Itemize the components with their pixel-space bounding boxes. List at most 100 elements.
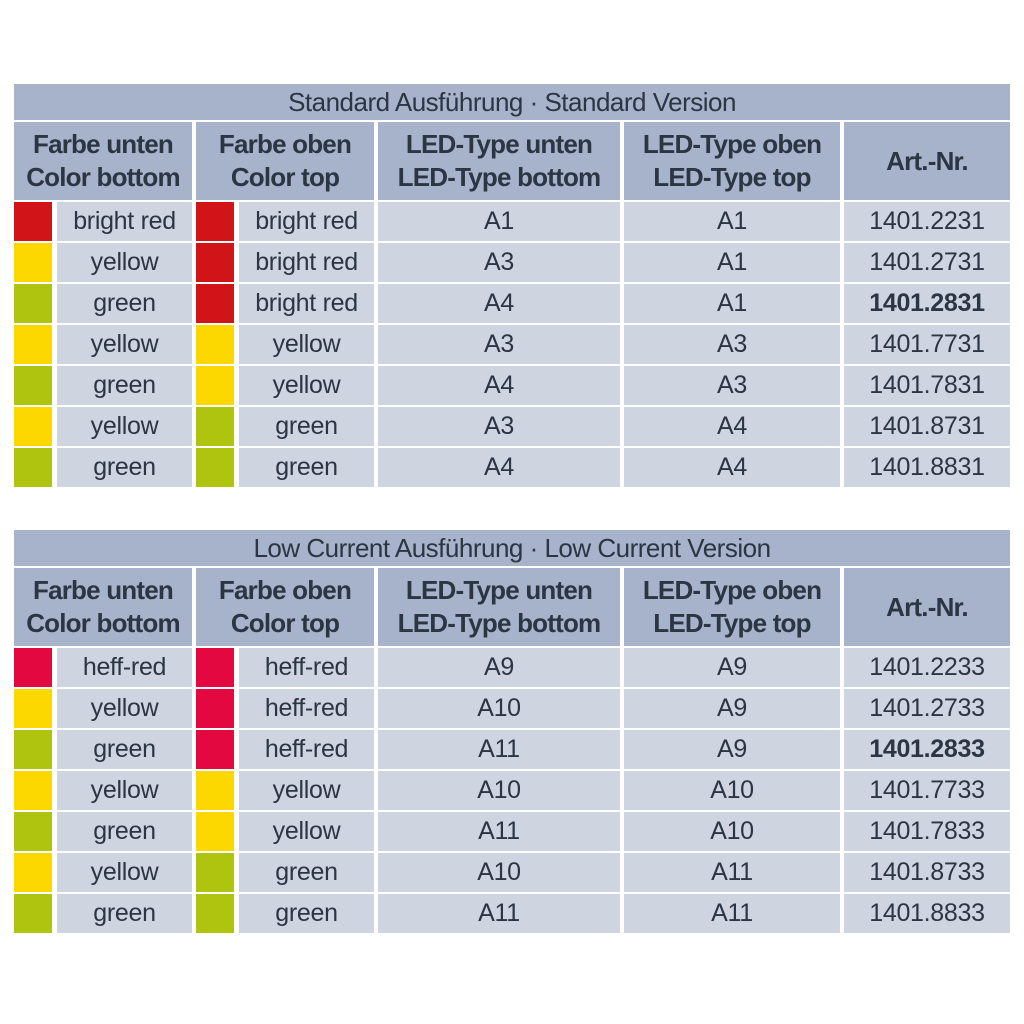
color-label: yellow	[57, 407, 192, 446]
bright-red-swatch	[196, 284, 234, 323]
column-header-line1: LED-Type oben	[642, 575, 822, 605]
column-header: Art.-Nr.	[844, 122, 1010, 200]
led-type-top-cell: A3	[624, 366, 840, 405]
color-label: heff-red	[239, 689, 374, 728]
column-header-line1: Farbe oben	[218, 129, 352, 159]
led-type-bottom-cell: A4	[378, 366, 620, 405]
led-type-top-cell: A11	[624, 853, 840, 892]
color-label: yellow	[57, 771, 192, 810]
low-current-version-table: Low Current Ausführung · Low Current Ver…	[14, 530, 1010, 933]
green-swatch	[196, 894, 234, 933]
led-type-bottom-cell: A9	[378, 648, 620, 687]
color-top-cell: green	[196, 853, 374, 892]
column-header-line1: LED-Type unten	[405, 575, 593, 605]
art-nr-cell: 1401.8733	[844, 853, 1010, 892]
color-label: green	[57, 894, 192, 933]
color-top-cell: yellow	[196, 366, 374, 405]
color-label: green	[57, 284, 192, 323]
green-swatch	[14, 812, 52, 851]
table-row: yellow yellow A3 A3 1401.7731	[14, 325, 1010, 364]
column-header-line1: Farbe unten	[33, 575, 174, 605]
table-row: yellow bright red A3 A1 1401.2731	[14, 243, 1010, 282]
led-type-bottom-cell: A3	[378, 407, 620, 446]
led-type-bottom-cell: A10	[378, 689, 620, 728]
yellow-swatch	[196, 812, 234, 851]
color-bottom-cell: green	[14, 448, 192, 487]
color-top-cell: yellow	[196, 325, 374, 364]
column-header-line2: LED-Type bottom	[397, 608, 602, 638]
led-type-top-cell: A3	[624, 325, 840, 364]
art-nr-cell: 1401.7733	[844, 771, 1010, 810]
art-nr-cell: 1401.8831	[844, 448, 1010, 487]
column-header-line2: Color bottom	[26, 608, 180, 638]
color-label: heff-red	[57, 648, 192, 687]
column-header-line2: LED-Type bottom	[397, 162, 602, 192]
yellow-swatch	[196, 325, 234, 364]
led-type-bottom-cell: A11	[378, 894, 620, 933]
color-bottom-cell: green	[14, 284, 192, 323]
table-row: green heff-red A11 A9 1401.2833	[14, 730, 1010, 769]
color-label: yellow	[57, 689, 192, 728]
bright-red-swatch	[196, 243, 234, 282]
table-title-bar: Low Current Ausführung · Low Current Ver…	[14, 530, 1010, 566]
color-bottom-cell: yellow	[14, 325, 192, 364]
color-label: green	[57, 366, 192, 405]
color-bottom-cell: green	[14, 730, 192, 769]
art-nr-cell: 1401.2231	[844, 202, 1010, 241]
color-label: heff-red	[239, 730, 374, 769]
green-swatch	[14, 894, 52, 933]
led-type-top-cell: A10	[624, 812, 840, 851]
column-header: Art.-Nr.	[844, 568, 1010, 646]
table-row: bright red bright red A1 A1 1401.2231	[14, 202, 1010, 241]
column-header-line1: Art.-Nr.	[886, 145, 969, 176]
column-header: Farbe unten Color bottom	[14, 122, 192, 200]
table-title-bar: Standard Ausführung · Standard Version	[14, 84, 1010, 120]
yellow-swatch	[14, 325, 52, 364]
art-nr-cell: 1401.7833	[844, 812, 1010, 851]
color-label: yellow	[57, 243, 192, 282]
color-label: bright red	[239, 284, 374, 323]
table-header-row: Farbe unten Color bottom Farbe oben Color t…	[14, 122, 1010, 200]
column-header: Farbe unten Color bottom	[14, 568, 192, 646]
led-type-bottom-cell: A11	[378, 812, 620, 851]
color-label: yellow	[239, 325, 374, 364]
green-swatch	[14, 730, 52, 769]
table-row: yellow green A3 A4 1401.8731	[14, 407, 1010, 446]
table-row: yellow yellow A10 A10 1401.7733	[14, 771, 1010, 810]
color-label: bright red	[239, 243, 374, 282]
color-bottom-cell: green	[14, 894, 192, 933]
led-type-bottom-cell: A10	[378, 853, 620, 892]
table-row: green green A11 A11 1401.8833	[14, 894, 1010, 933]
color-top-cell: bright red	[196, 202, 374, 241]
art-nr-cell: 1401.7731	[844, 325, 1010, 364]
column-header: Farbe oben Color top	[196, 122, 374, 200]
yellow-swatch	[196, 771, 234, 810]
color-label: heff-red	[239, 648, 374, 687]
led-type-top-cell: A9	[624, 689, 840, 728]
table-title: Standard Ausführung · Standard Version	[288, 86, 736, 117]
column-header: LED-Type oben LED-Type top	[624, 122, 840, 200]
led-type-top-cell: A9	[624, 648, 840, 687]
color-top-cell: yellow	[196, 812, 374, 851]
art-nr-cell: 1401.8833	[844, 894, 1010, 933]
color-top-cell: bright red	[196, 243, 374, 282]
green-swatch	[14, 448, 52, 487]
color-label: green	[57, 730, 192, 769]
column-header-line2: LED-Type top	[653, 608, 811, 638]
green-swatch	[14, 284, 52, 323]
color-label: green	[239, 853, 374, 892]
column-header-line2: Color top	[230, 608, 340, 638]
led-type-bottom-cell: A10	[378, 771, 620, 810]
bright-red-swatch	[14, 202, 52, 241]
color-bottom-cell: green	[14, 366, 192, 405]
art-nr-cell: 1401.2833	[844, 730, 1010, 769]
color-label: yellow	[239, 771, 374, 810]
color-label: yellow	[239, 366, 374, 405]
yellow-swatch	[196, 366, 234, 405]
heff-red-swatch	[196, 689, 234, 728]
color-bottom-cell: yellow	[14, 689, 192, 728]
yellow-swatch	[14, 243, 52, 282]
led-type-bottom-cell: A4	[378, 284, 620, 323]
led-type-top-cell: A4	[624, 448, 840, 487]
column-header-line1: Farbe oben	[218, 575, 352, 605]
